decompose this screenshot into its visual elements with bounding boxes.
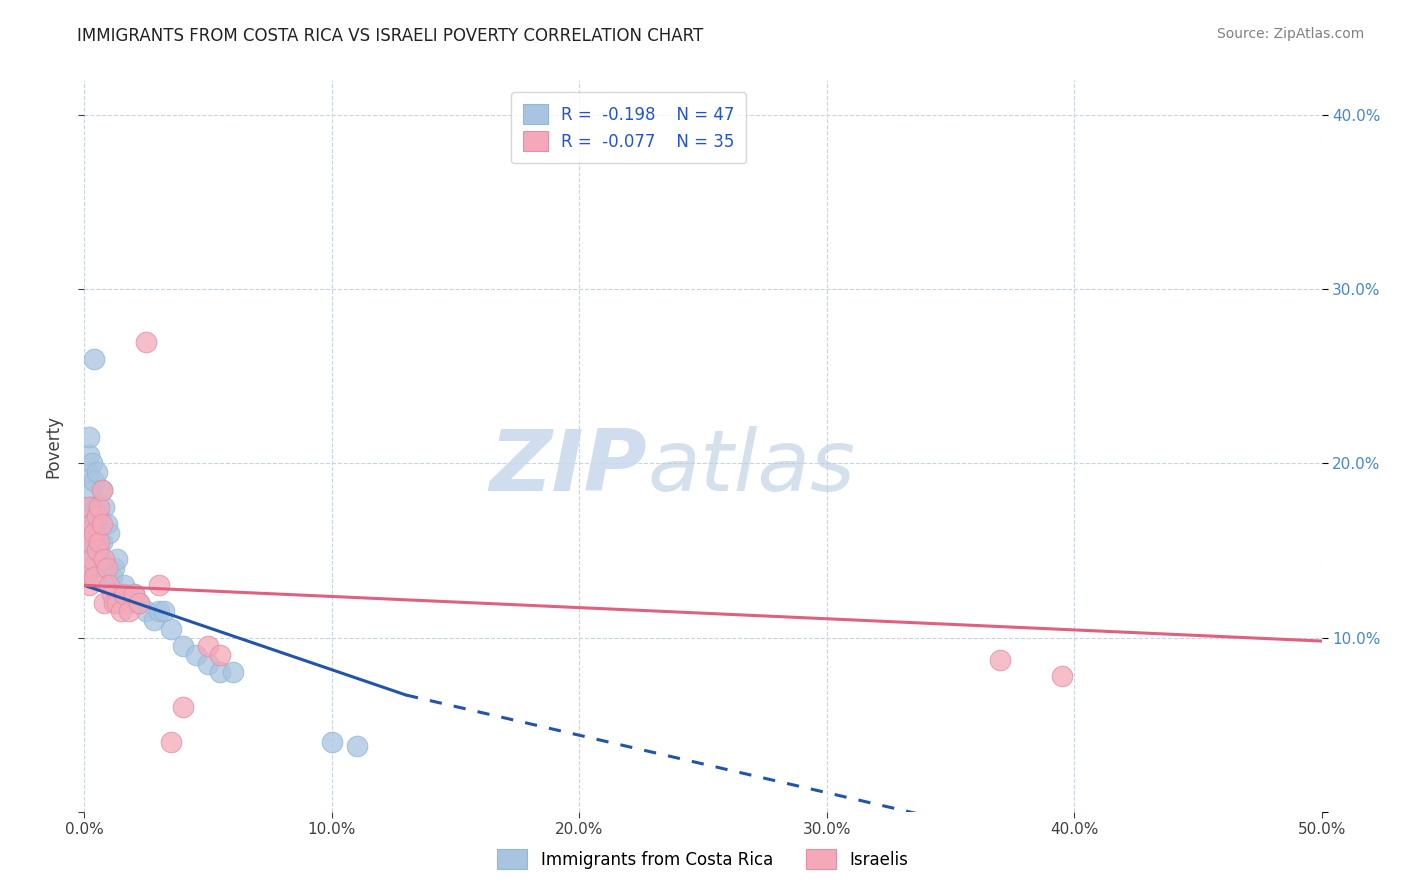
Point: [184, 648, 207, 662]
Point: [98, 578, 121, 592]
Point: [118, 604, 141, 618]
Point: [79, 448, 101, 462]
Point: [93, 596, 115, 610]
Point: [79, 500, 101, 514]
Point: [98, 578, 121, 592]
Text: Source: ZipAtlas.com: Source: ZipAtlas.com: [1216, 27, 1364, 41]
Point: [103, 596, 125, 610]
Point: [80, 457, 103, 471]
Point: [122, 587, 145, 601]
Point: [83, 526, 105, 541]
Point: [105, 552, 128, 566]
Point: [209, 665, 232, 680]
Point: [90, 534, 112, 549]
Point: [197, 640, 219, 654]
Point: [79, 578, 101, 592]
Point: [160, 735, 183, 749]
Point: [98, 526, 121, 541]
Point: [79, 430, 101, 444]
Point: [86, 534, 108, 549]
Point: [93, 552, 115, 566]
Point: [100, 587, 122, 601]
Text: atlas: atlas: [647, 426, 855, 509]
Point: [148, 604, 170, 618]
Point: [76, 561, 98, 575]
Point: [80, 561, 103, 575]
Point: [148, 578, 170, 592]
Point: [86, 508, 108, 523]
Point: [135, 604, 157, 618]
Point: [110, 587, 132, 601]
Point: [83, 500, 105, 514]
Legend: Immigrants from Costa Rica, Israelis: Immigrants from Costa Rica, Israelis: [488, 838, 918, 880]
Point: [86, 500, 108, 514]
Point: [80, 552, 103, 566]
Point: [118, 596, 141, 610]
Point: [96, 561, 118, 575]
Point: [100, 569, 122, 583]
Point: [988, 653, 1011, 667]
Point: [79, 465, 101, 479]
Point: [89, 543, 111, 558]
Point: [83, 569, 105, 583]
Point: [135, 334, 157, 349]
Point: [321, 735, 343, 749]
Point: [89, 500, 111, 514]
Point: [122, 587, 145, 601]
Point: [172, 700, 194, 714]
Point: [83, 351, 105, 366]
Legend: R =  -0.198    N = 47, R =  -0.077    N = 35: R = -0.198 N = 47, R = -0.077 N = 35: [512, 92, 747, 163]
Text: ZIP: ZIP: [489, 426, 647, 509]
Point: [172, 640, 194, 654]
Point: [89, 534, 111, 549]
Point: [128, 596, 150, 610]
Point: [76, 526, 98, 541]
Point: [79, 534, 101, 549]
Point: [209, 648, 232, 662]
Point: [80, 534, 103, 549]
Point: [79, 500, 101, 514]
Point: [128, 596, 150, 610]
Point: [89, 508, 111, 523]
Point: [93, 561, 115, 575]
Point: [105, 596, 128, 610]
Point: [86, 543, 108, 558]
Point: [112, 587, 135, 601]
Point: [80, 483, 103, 497]
Point: [76, 517, 98, 532]
Point: [112, 578, 135, 592]
Point: [80, 517, 103, 532]
Point: [86, 465, 108, 479]
Point: [110, 604, 132, 618]
Point: [96, 517, 118, 532]
Point: [197, 657, 219, 671]
Point: [76, 569, 98, 583]
Y-axis label: Poverty: Poverty: [45, 415, 63, 477]
Point: [90, 483, 112, 497]
Point: [222, 665, 245, 680]
Point: [160, 622, 183, 636]
Point: [152, 604, 174, 618]
Point: [142, 613, 165, 627]
Point: [90, 517, 112, 532]
Point: [103, 561, 125, 575]
Point: [83, 517, 105, 532]
Point: [76, 543, 98, 558]
Text: IMMIGRANTS FROM COSTA RICA VS ISRAELI POVERTY CORRELATION CHART: IMMIGRANTS FROM COSTA RICA VS ISRAELI PO…: [77, 27, 703, 45]
Point: [346, 739, 368, 753]
Point: [1050, 669, 1073, 683]
Point: [83, 474, 105, 488]
Point: [90, 483, 112, 497]
Point: [93, 500, 115, 514]
